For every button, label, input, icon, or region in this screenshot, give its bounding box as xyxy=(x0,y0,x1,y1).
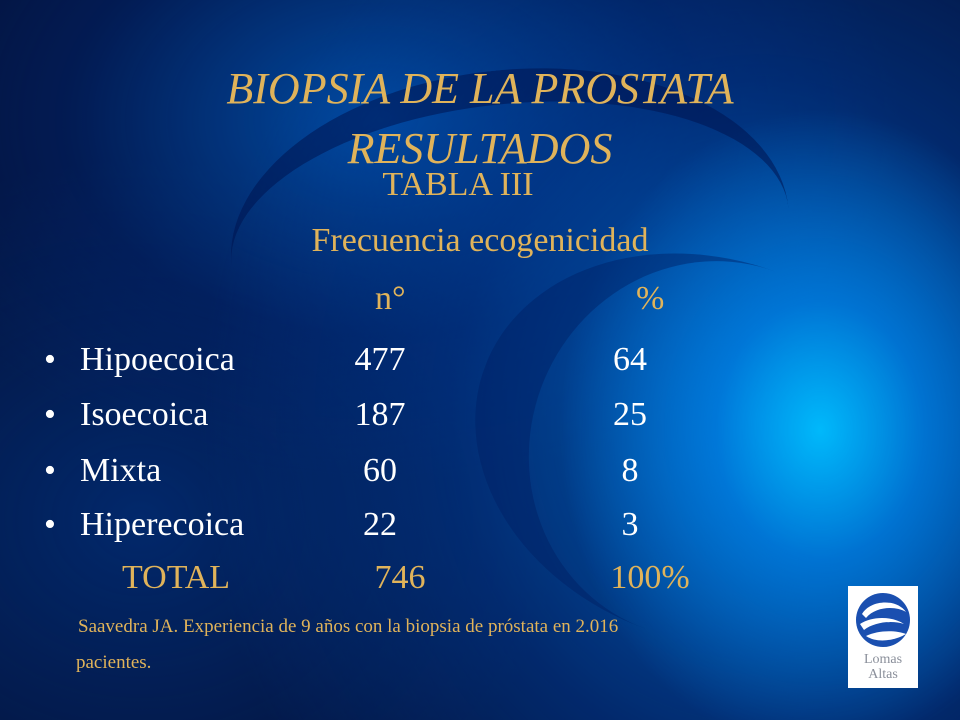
table-row: • Hiperecoica 22 3 xyxy=(0,500,960,550)
row-label: Hiperecoica xyxy=(80,506,245,543)
table-row: • Mixta 60 8 xyxy=(0,446,960,496)
row-percent: 64 xyxy=(613,341,647,378)
row-count: 60 xyxy=(363,452,397,489)
row-percent: 3 xyxy=(621,506,639,543)
row-label: Isoecoica xyxy=(80,396,209,433)
swirl-logo-icon xyxy=(856,593,910,647)
bullet: • xyxy=(44,341,56,378)
logo-text-line2: Altas xyxy=(868,667,898,682)
reference-citation-line2: pacientes. xyxy=(76,652,152,673)
lomas-altas-logo: Lomas Altas xyxy=(848,586,918,688)
slide-title: BIOPSIA DE LA PROSTATA xyxy=(226,64,734,113)
column-header-percent: % xyxy=(636,280,665,317)
bullet: • xyxy=(44,396,56,433)
total-row: TOTAL 746 100% xyxy=(0,553,960,603)
logo-text-line1: Lomas xyxy=(863,652,903,667)
total-label: TOTAL xyxy=(122,559,231,596)
reference-citation: Saavedra JA. Experiencia de 9 años con l… xyxy=(78,616,619,637)
row-label: Hipoecoica xyxy=(80,341,235,378)
total-count: 746 xyxy=(374,559,426,596)
table-subject: Frecuencia ecogenicidad xyxy=(311,222,649,259)
bullet: • xyxy=(44,452,56,489)
column-header-n: n° xyxy=(375,280,406,317)
total-percent: 100% xyxy=(610,559,690,596)
bullet: • xyxy=(44,506,56,543)
slide-title-line2: RESULTADOS xyxy=(347,124,613,173)
row-count: 477 xyxy=(354,341,406,378)
table-row: • Isoecoica 187 25 xyxy=(0,390,960,440)
table-row: • Hipoecoica 477 64 xyxy=(0,335,960,385)
row-count: 22 xyxy=(363,506,397,543)
row-percent: 25 xyxy=(613,396,647,433)
row-percent: 8 xyxy=(621,452,639,489)
table-label: TABLA III xyxy=(382,166,534,203)
row-count: 187 xyxy=(354,396,406,433)
row-label: Mixta xyxy=(80,452,162,489)
